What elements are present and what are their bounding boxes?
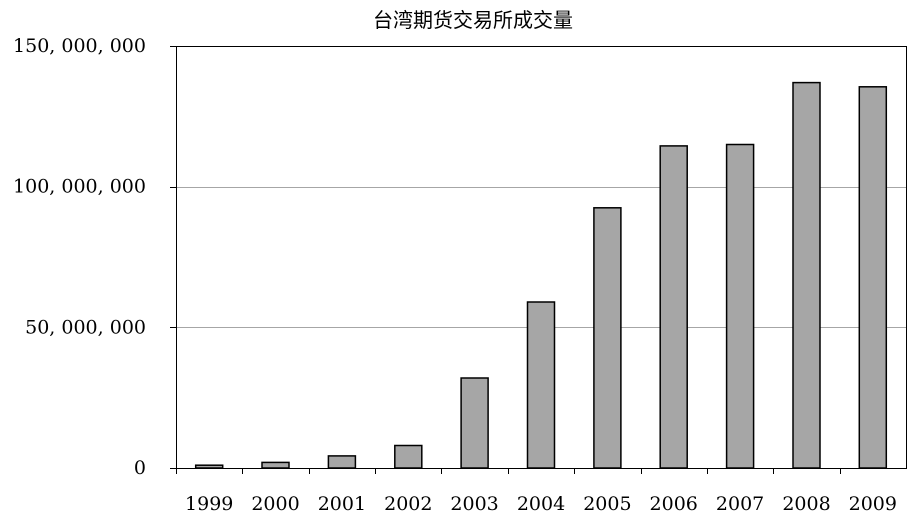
x-tick-label-2001: 2001 (318, 493, 366, 515)
x-tick-label-2005: 2005 (583, 493, 631, 515)
bar-2007 (725, 143, 755, 469)
bar-2006 (659, 145, 688, 469)
x-tick-label-2004: 2004 (517, 493, 565, 515)
bar-2005 (593, 207, 622, 469)
bar-2002 (394, 444, 423, 469)
x-tick-label-2000: 2000 (251, 493, 299, 515)
bar-2000 (261, 461, 290, 469)
x-tick-label-2007: 2007 (716, 493, 764, 515)
y-axis-ticks: 0 50, 000, 000 100, 000, 000 150, 000, 000 (13, 35, 176, 479)
y-tick-label: 100, 000, 000 (13, 176, 146, 198)
x-tick-label-2002: 2002 (384, 493, 432, 515)
bar-2004 (526, 301, 556, 469)
y-tick-label: 50, 000, 000 (25, 316, 146, 338)
x-tick-label-2008: 2008 (782, 493, 830, 515)
x-tick-label-2006: 2006 (650, 493, 698, 515)
bar-1999 (194, 464, 224, 469)
chart-title: 台湾期货交易所成交量 (373, 8, 573, 32)
bar-2001 (327, 455, 357, 469)
y-tick-label: 0 (134, 457, 146, 479)
x-tick-label-2003: 2003 (450, 493, 498, 515)
x-axis-ticks: 1999 2000 2001 2002 2003 2004 2005 2006 2007 2008… (185, 468, 897, 515)
y-tick-label: 150, 000, 000 (13, 35, 146, 57)
x-tick-label-2009: 2009 (849, 493, 897, 515)
bar-2008 (792, 81, 821, 469)
bars (194, 81, 888, 469)
bar-2003 (460, 377, 489, 469)
x-tick-label-1999: 1999 (185, 493, 233, 515)
bar-2009 (858, 86, 888, 469)
